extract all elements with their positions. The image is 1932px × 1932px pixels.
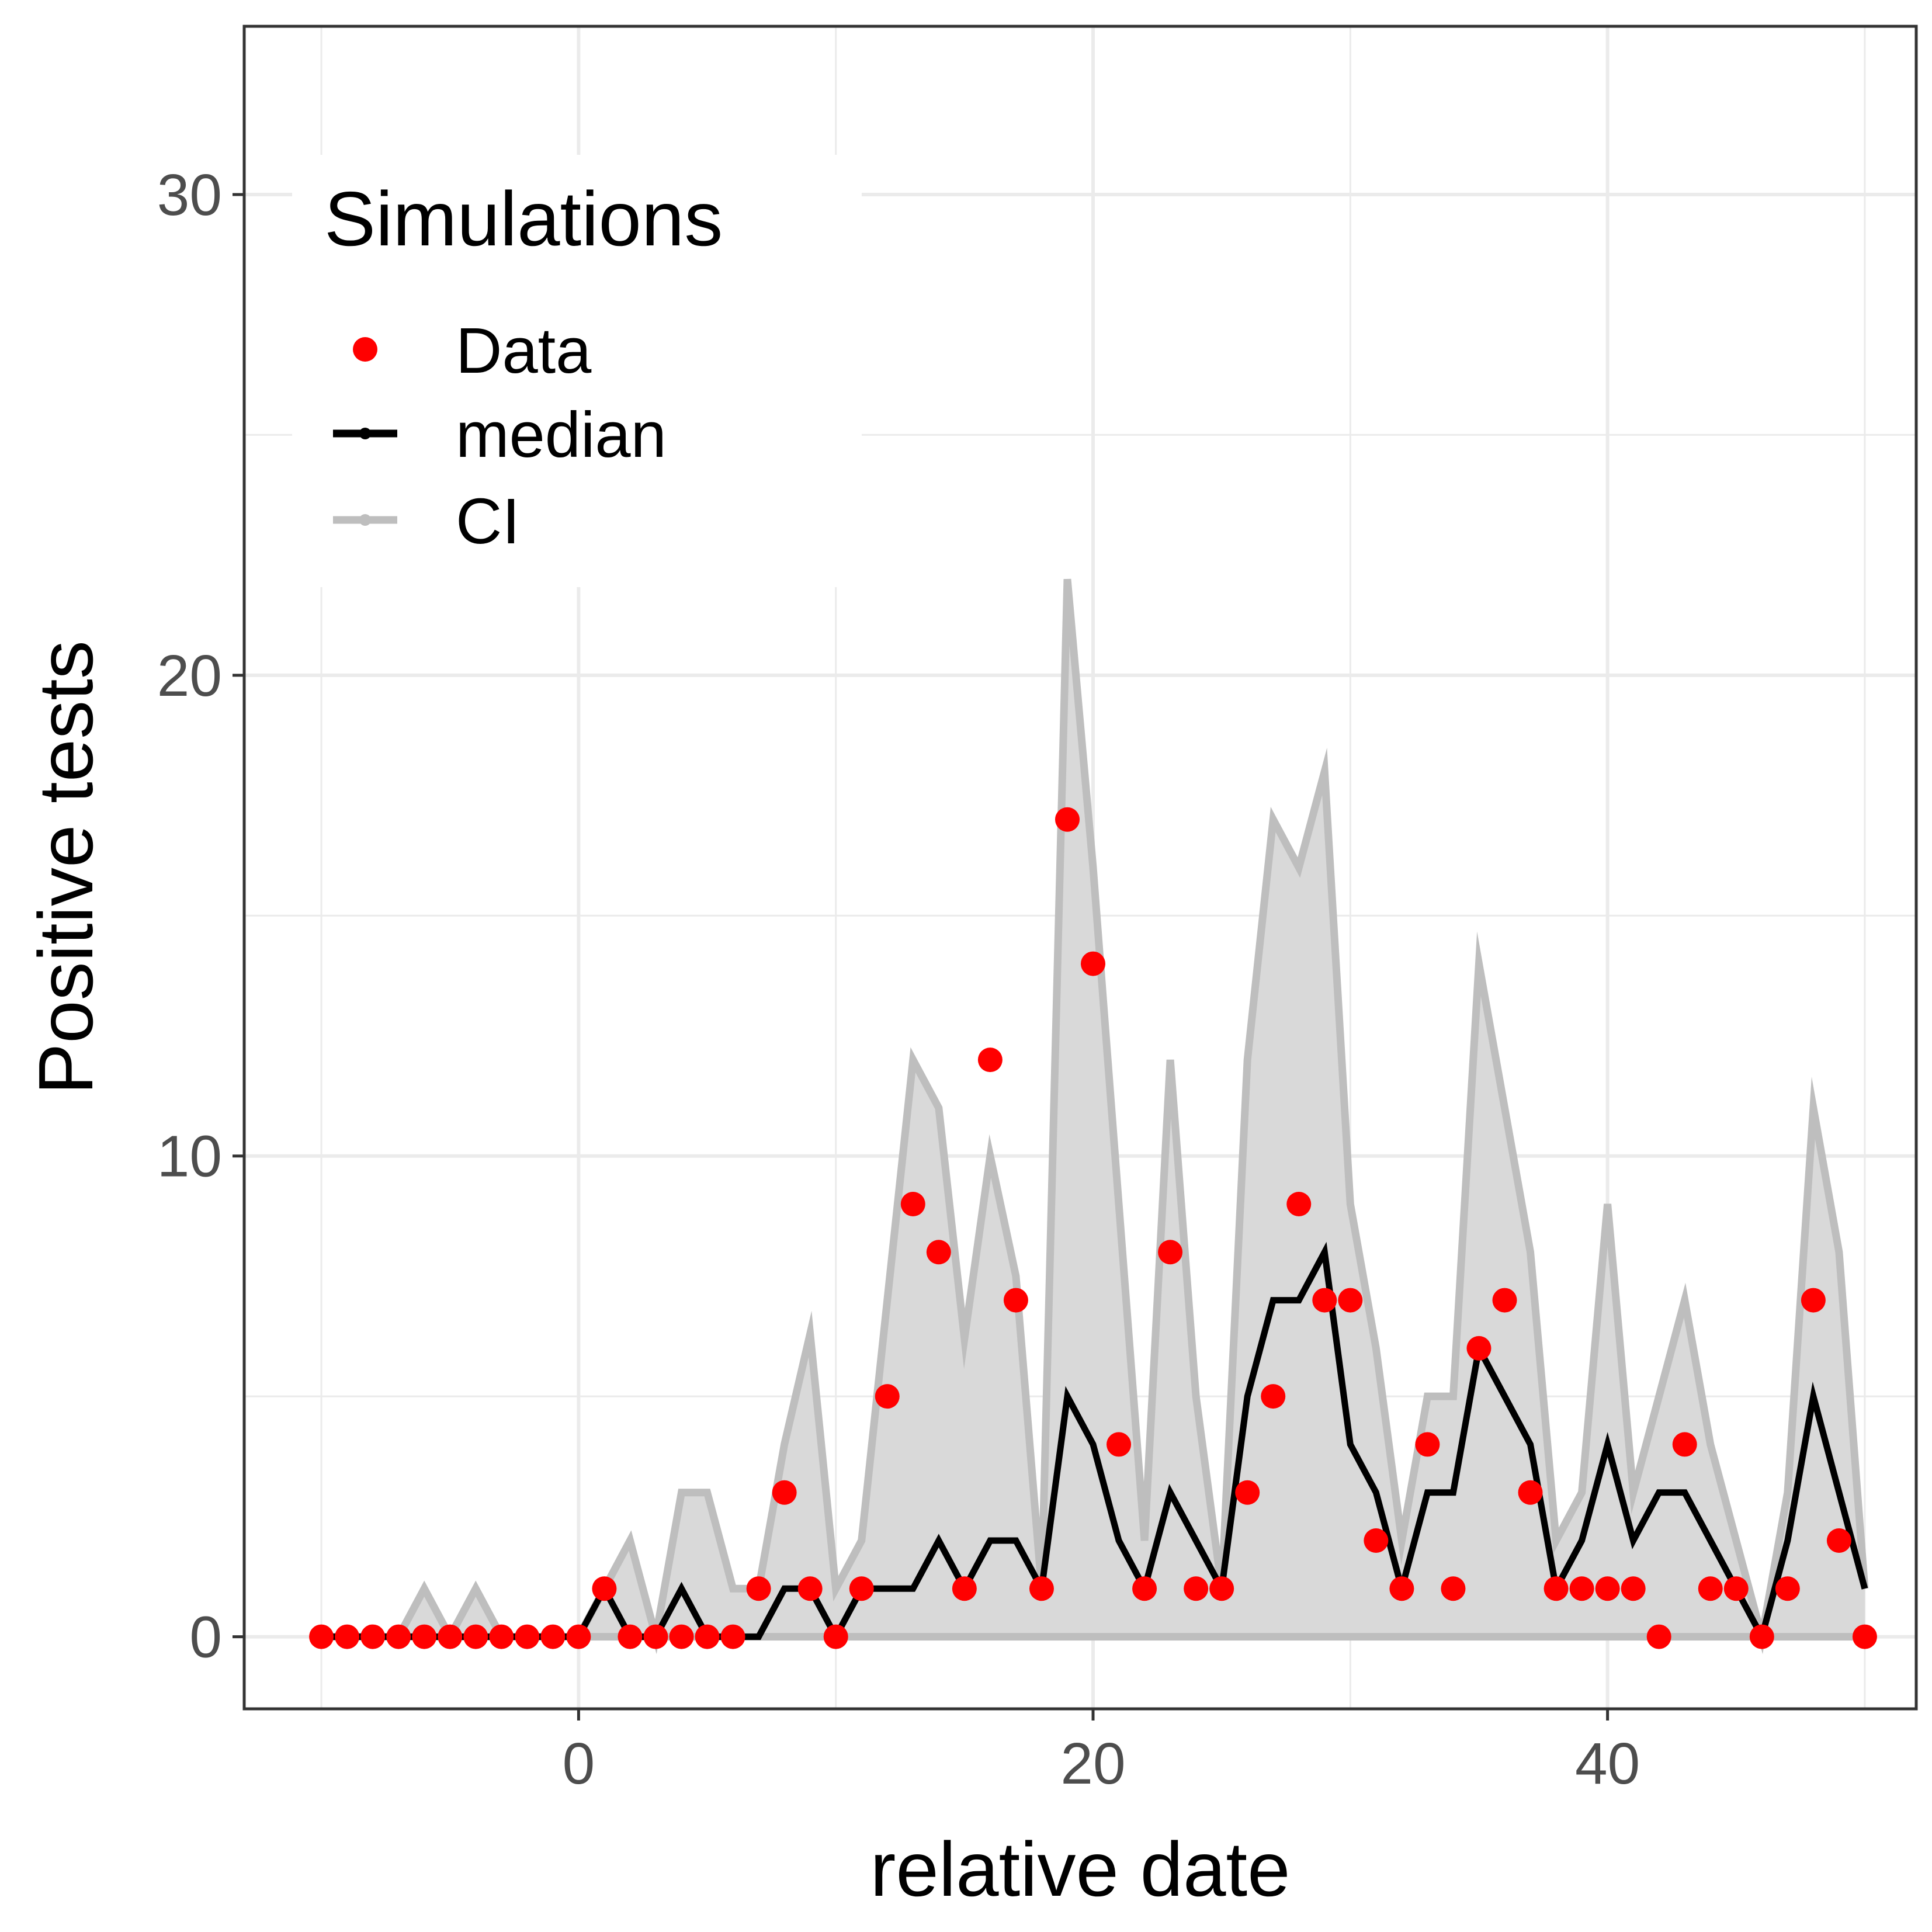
x-tick-label: 40 [1575, 1731, 1640, 1796]
data-point [540, 1624, 566, 1649]
data-point [1055, 807, 1080, 832]
data-point [1672, 1432, 1697, 1457]
data-point [412, 1624, 437, 1649]
data-point [720, 1624, 745, 1649]
data-point [592, 1576, 617, 1601]
y-axis-title: Positive tests [23, 640, 109, 1095]
data-point [952, 1576, 977, 1601]
data-point [1723, 1576, 1749, 1601]
data-point [1595, 1576, 1620, 1601]
data-point [875, 1384, 900, 1409]
data-point [386, 1624, 411, 1649]
data-point [643, 1624, 668, 1649]
y-tick-label: 0 [189, 1605, 222, 1670]
y-axis: 0 10 20 30 [157, 162, 244, 1670]
data-point [1518, 1480, 1543, 1505]
data-point [669, 1624, 694, 1649]
legend-label-data: Data [456, 315, 592, 387]
x-tick-label: 20 [1060, 1731, 1125, 1796]
data-point [977, 1047, 1003, 1073]
data-point [900, 1192, 925, 1216]
data-point [1775, 1576, 1800, 1601]
data-point [463, 1624, 488, 1649]
data-point [695, 1624, 720, 1649]
data-point [772, 1480, 797, 1505]
y-tick-label: 20 [157, 643, 222, 709]
data-point [1543, 1576, 1569, 1601]
ci-area [321, 579, 1865, 1637]
legend-key-ci-dot [359, 514, 371, 526]
x-axis-title: relative date [870, 1826, 1290, 1912]
data-point [309, 1624, 334, 1649]
legend-background [292, 155, 862, 587]
data-point [1826, 1528, 1851, 1553]
data-point [1029, 1576, 1054, 1601]
data-point [515, 1624, 540, 1649]
data-point [438, 1624, 463, 1649]
data-point [1312, 1288, 1337, 1313]
legend-label-median: median [456, 399, 667, 471]
data-point [926, 1240, 951, 1265]
data-point [1415, 1432, 1440, 1457]
data-point [1184, 1576, 1209, 1601]
data-point [1003, 1288, 1028, 1313]
data-point [1569, 1576, 1594, 1601]
data-point [1749, 1624, 1774, 1649]
data-point [823, 1624, 848, 1649]
data-point [746, 1576, 771, 1601]
data-point [1209, 1576, 1234, 1601]
legend-label-ci: CI [456, 485, 520, 557]
data-point [1492, 1288, 1517, 1313]
data-point [1261, 1384, 1286, 1409]
data-point [1852, 1624, 1877, 1649]
ci-band [321, 579, 1865, 1637]
data-point [849, 1576, 874, 1601]
data-point [1441, 1576, 1466, 1601]
data-point [1235, 1480, 1260, 1505]
data-point [1286, 1192, 1312, 1216]
data-point [566, 1624, 591, 1649]
data-point [1646, 1624, 1671, 1649]
legend-key-median-dot [359, 428, 371, 439]
data-point [1364, 1528, 1389, 1553]
data-point [797, 1576, 823, 1601]
data-point [1621, 1576, 1646, 1601]
legend-key-data [353, 337, 377, 362]
x-axis: 0 20 40 [563, 1709, 1640, 1796]
panel-border [242, 25, 1918, 1711]
data-point [335, 1624, 360, 1649]
data-point [1081, 951, 1106, 976]
data-point [1801, 1288, 1826, 1313]
data-point [1158, 1240, 1183, 1265]
x-tick-label: 0 [563, 1731, 595, 1796]
data-point [360, 1624, 386, 1649]
data-point [1132, 1576, 1157, 1601]
data-point [1107, 1432, 1132, 1457]
data-point [489, 1624, 514, 1649]
data-point [1466, 1336, 1492, 1361]
data-point [1389, 1576, 1414, 1601]
data-point [1338, 1288, 1363, 1313]
data-point [1698, 1576, 1723, 1601]
data-point [618, 1624, 643, 1649]
y-tick-label: 10 [157, 1124, 222, 1189]
legend: Simulations Data median CI [292, 155, 862, 587]
legend-title: Simulations [324, 176, 723, 262]
y-tick-label: 30 [157, 162, 222, 228]
data-points [309, 807, 1877, 1649]
